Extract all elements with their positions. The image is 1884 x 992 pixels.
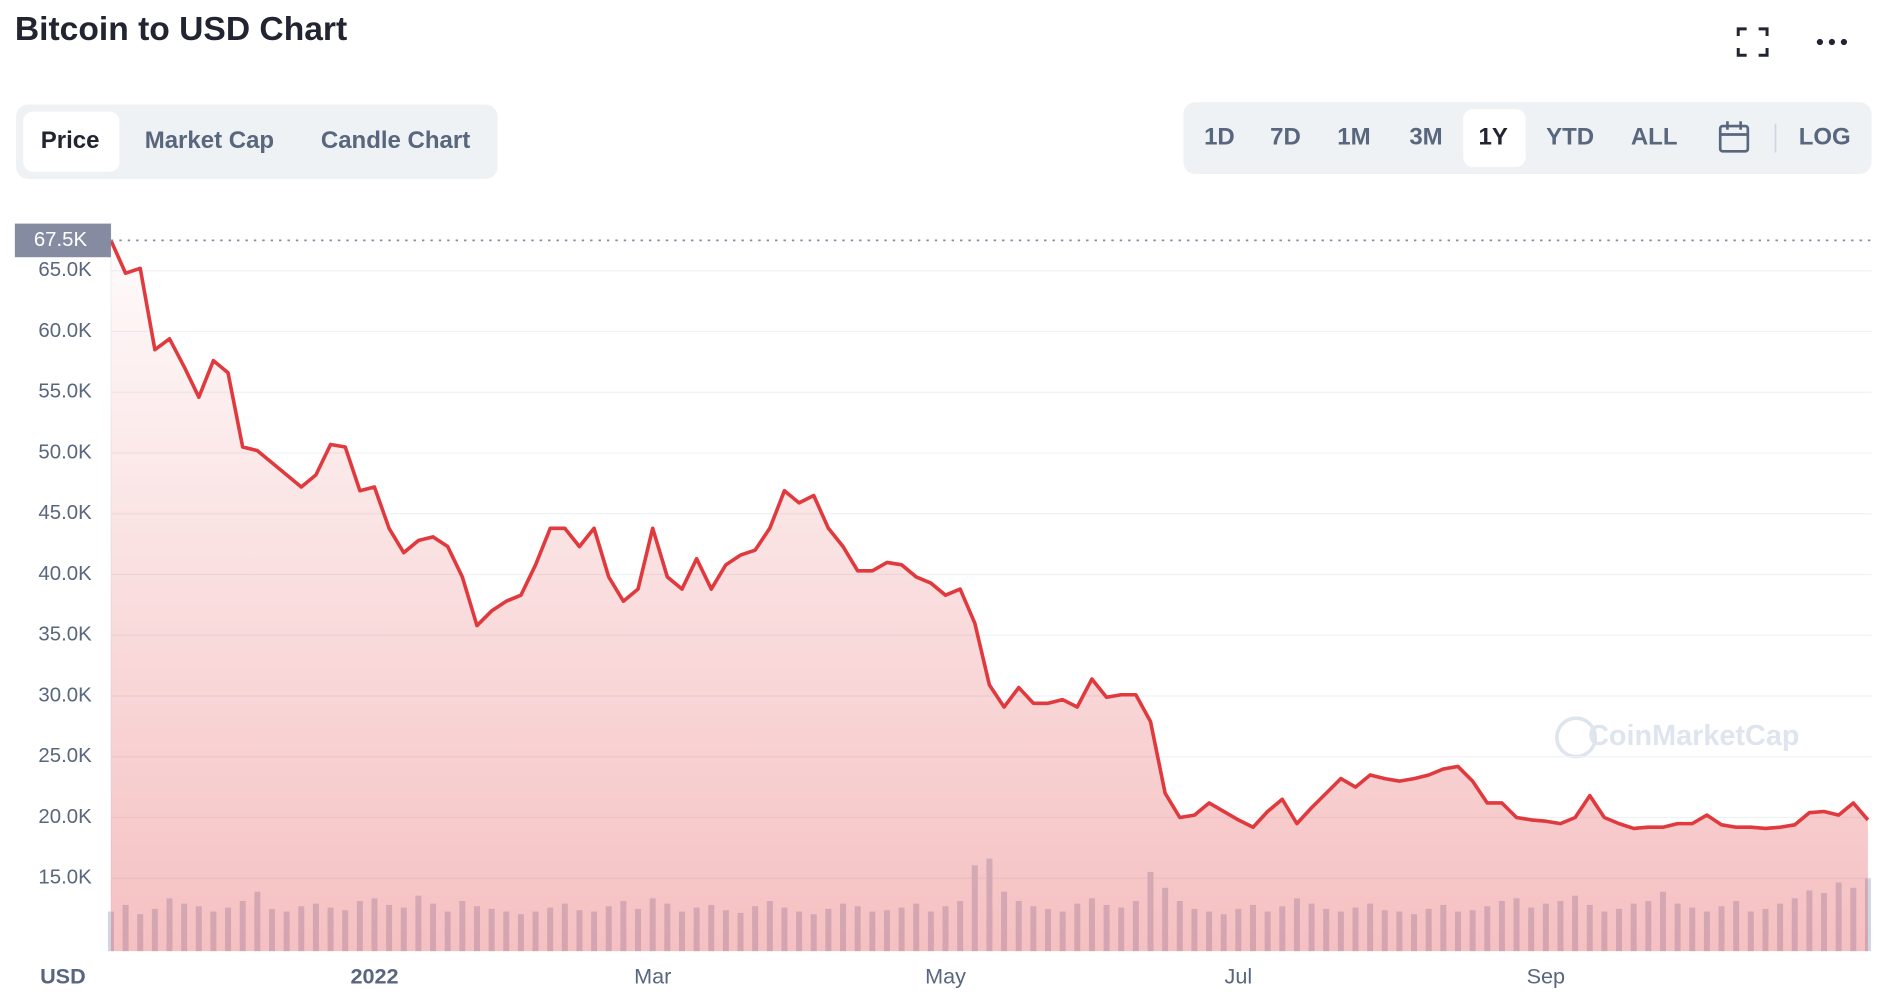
x-tick-label: Jul [1225,963,1253,988]
price-line [109,239,1870,831]
tab-bar [16,104,498,179]
range-button[interactable]: 1D [1204,123,1235,150]
y-tick-label: 15.0K [38,867,92,889]
range-button[interactable]: 3M [1409,123,1442,150]
x-tick-label: Sep [1527,963,1565,988]
y-tick-label: 20.0K [38,806,92,828]
reference-label-bg [14,223,111,258]
price-area [110,240,1868,952]
range-bar [1183,102,1872,175]
y-tick-label: 25.0K [38,745,92,767]
x-tick-label: 2022 [350,963,398,988]
range-button[interactable]: ALL [1631,123,1678,150]
more-icon[interactable] [1816,38,1848,46]
y-tick-label: 35.0K [38,624,92,646]
watermark: CoinMarketCap [1588,720,1799,752]
tab[interactable]: Market Cap [145,127,274,154]
axis-unit: USD [40,963,86,988]
y-tick-label: 55.0K [38,381,92,403]
x-tick-label: Mar [634,963,671,988]
range-button[interactable]: 1M [1337,123,1370,150]
y-tick-label: 60.0K [38,320,92,342]
range-button[interactable]: 7D [1270,123,1301,150]
range-button[interactable]: 1Y [1479,123,1508,150]
fullscreen-icon[interactable] [1736,27,1769,57]
y-tick-label: 50.0K [38,441,92,463]
range-button[interactable]: YTD [1546,123,1594,150]
y-tick-label: 45.0K [38,502,92,524]
active-tab [23,111,120,172]
y-tick-label: 30.0K [38,684,92,706]
reference-label: 67.5K [34,229,88,251]
tab[interactable]: Candle Chart [321,127,470,154]
calendar-icon[interactable] [1718,121,1750,153]
active-range [1463,109,1526,167]
y-tick-label: 40.0K [38,563,92,585]
title: Bitcoin to USD Chart [15,11,347,48]
plot: 15.0K 20.0K 25.0K 30.0K 35.0K 40.0K 45.0K 50.0K… [14,222,1872,988]
y-tick-label: 65.0K [38,259,92,281]
log-button[interactable]: LOG [1799,123,1851,150]
tab[interactable]: Price [41,127,100,154]
x-tick-label: May [925,963,966,988]
